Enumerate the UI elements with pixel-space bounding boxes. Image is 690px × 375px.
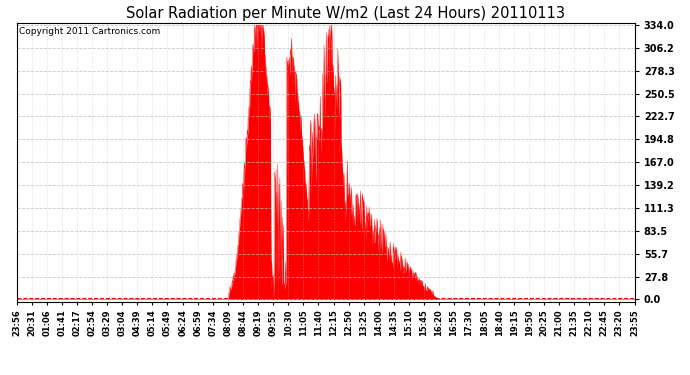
Text: Solar Radiation per Minute W/m2 (Last 24 Hours) 20110113: Solar Radiation per Minute W/m2 (Last 24…: [126, 6, 564, 21]
Text: Copyright 2011 Cartronics.com: Copyright 2011 Cartronics.com: [19, 27, 160, 36]
